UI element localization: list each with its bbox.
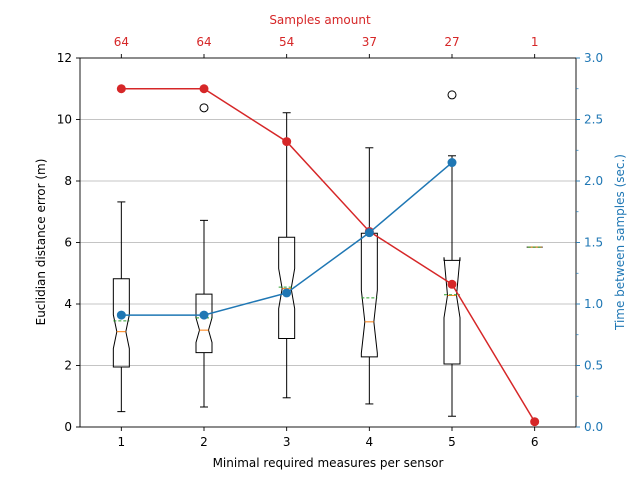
samples-point bbox=[199, 84, 209, 94]
y-left-tick-label: 10 bbox=[57, 113, 72, 127]
y-right-tick-label: 0.0 bbox=[584, 420, 603, 434]
y-left-tick-label: 8 bbox=[64, 174, 72, 188]
y-left-tick-label: 2 bbox=[64, 359, 72, 373]
boxplot bbox=[112, 201, 130, 413]
series-lines bbox=[116, 84, 540, 427]
gridlines bbox=[80, 119, 576, 366]
y-axis-right-label: Time between samples (sec.) bbox=[613, 154, 627, 331]
x-tick-label: 5 bbox=[448, 435, 456, 449]
time-point bbox=[116, 310, 126, 320]
top-axis-label: Samples amount bbox=[269, 13, 371, 27]
y-left-tick-label: 12 bbox=[57, 51, 72, 65]
top-tick-label: 64 bbox=[114, 35, 129, 49]
samples-point bbox=[447, 279, 457, 289]
y-right-tick-label: 1.0 bbox=[584, 297, 603, 311]
y-right-tick-label: 1.5 bbox=[584, 236, 603, 250]
boxplots bbox=[112, 90, 543, 417]
y-left-tick-label: 0 bbox=[64, 420, 72, 434]
samples-line bbox=[121, 88, 536, 423]
x-tick-label: 4 bbox=[366, 435, 374, 449]
axes: 1 2 3 4 5 664 64 54 37 27 10246810120.00.51.01.52.… bbox=[57, 35, 603, 449]
box-body bbox=[278, 236, 296, 339]
top-tick-label: 64 bbox=[196, 35, 211, 49]
time-point bbox=[447, 158, 457, 168]
box-body bbox=[443, 257, 461, 365]
boxplot bbox=[443, 90, 461, 417]
box-body bbox=[195, 293, 213, 354]
time-point bbox=[199, 310, 209, 320]
samples-point bbox=[282, 137, 292, 147]
time-point bbox=[282, 288, 292, 298]
outlier-point bbox=[447, 90, 457, 100]
samples-point bbox=[116, 84, 126, 94]
y-left-tick-label: 4 bbox=[64, 297, 72, 311]
box-body bbox=[360, 232, 378, 358]
top-tick-label: 27 bbox=[444, 35, 459, 49]
y-right-tick-label: 0.5 bbox=[584, 359, 603, 373]
y-right-tick-label: 2.0 bbox=[584, 174, 603, 188]
samples-point bbox=[530, 417, 540, 427]
x-axis-label: Minimal required measures per sensor bbox=[213, 456, 444, 470]
box-body bbox=[112, 278, 130, 368]
boxplot bbox=[278, 112, 296, 399]
top-tick-label: 1 bbox=[531, 35, 539, 49]
y-right-tick-label: 2.5 bbox=[584, 113, 603, 127]
x-tick-label: 2 bbox=[200, 435, 208, 449]
x-tick-label: 6 bbox=[531, 435, 539, 449]
x-tick-label: 1 bbox=[118, 435, 126, 449]
y-left-tick-label: 6 bbox=[64, 236, 72, 250]
outlier-point bbox=[199, 103, 209, 113]
y-axis-left-label: Euclidian distance error (m) bbox=[34, 159, 48, 326]
boxplot bbox=[360, 147, 378, 405]
y-right-tick-label: 3.0 bbox=[584, 51, 603, 65]
top-tick-label: 54 bbox=[279, 35, 294, 49]
time-point bbox=[364, 228, 374, 238]
top-tick-label: 37 bbox=[362, 35, 377, 49]
x-tick-label: 3 bbox=[283, 435, 291, 449]
